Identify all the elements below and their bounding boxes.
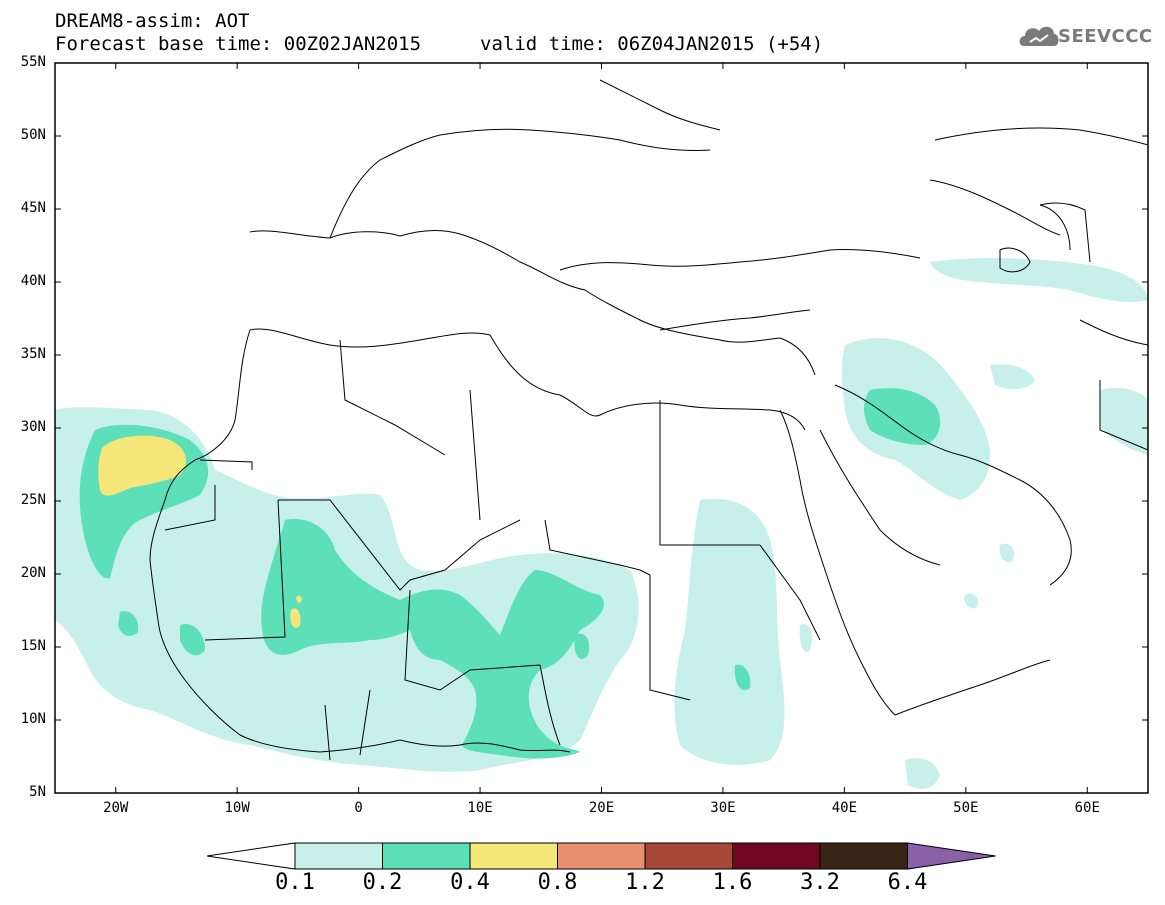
lat-label: 20N: [20, 565, 46, 581]
lat-label: 15N: [20, 638, 46, 654]
colorbar-segment: [644, 842, 733, 870]
colorbar-label: 1.6: [712, 870, 753, 895]
colorbar-segment: [469, 842, 558, 870]
lat-label: 55N: [20, 54, 46, 70]
lat-label: 35N: [20, 346, 46, 362]
lat-label: 10N: [20, 711, 46, 727]
seevccc-cloud-logo-icon: [1019, 26, 1059, 46]
colorbar-right-arrow: [907, 842, 996, 870]
colorbar-left-arrow: [206, 842, 296, 870]
colorbar-label: 3.2: [800, 870, 840, 895]
colorbar-segment: [557, 842, 646, 870]
colorbar: [206, 842, 996, 870]
colorbar-segment: [819, 842, 908, 870]
lon-label: 0: [354, 800, 363, 816]
colorbar-segment: [382, 842, 471, 870]
lat-label: 5N: [29, 784, 46, 800]
colorbar-label: 0.4: [450, 870, 490, 895]
lat-label: 50N: [20, 127, 46, 143]
colorbar-segment: [732, 842, 821, 870]
aot-0.1-0.2-region: [55, 258, 1148, 789]
valid-time: valid time: 06Z04JAN2015 (+54): [480, 33, 824, 55]
lon-label: 10E: [467, 800, 493, 816]
colorbar-label: 1.2: [625, 870, 665, 895]
lat-label: 25N: [20, 492, 46, 508]
colorbar-segment: [294, 842, 383, 870]
lon-label: 10W: [224, 800, 250, 816]
lat-label: 30N: [20, 419, 46, 435]
lon-label: 20W: [103, 800, 129, 816]
lon-label: 60E: [1074, 800, 1100, 816]
lon-label: 30E: [710, 800, 736, 816]
aot-0.4-0.8-region: [98, 435, 302, 628]
colorbar-label: 6.4: [887, 870, 928, 895]
coastlines-borders: [149, 79, 1148, 761]
colorbar-label: 0.8: [537, 870, 578, 895]
lat-label: 40N: [20, 273, 46, 289]
colorbar-label: 0.1: [275, 870, 315, 895]
colorbar-label: 0.2: [362, 870, 403, 895]
lon-label: 40E: [831, 800, 858, 816]
lon-label: 50E: [953, 800, 979, 816]
forecast-base-time: Forecast base time: 00Z02JAN2015: [55, 33, 422, 55]
map-title: DREAM8-assim: AOT: [55, 10, 250, 32]
axis-ticks: [55, 62, 1148, 794]
seevccc-logo-text: SEEVCCC: [1058, 26, 1153, 47]
lon-label: 20E: [588, 800, 615, 816]
lat-label: 45N: [20, 200, 46, 216]
